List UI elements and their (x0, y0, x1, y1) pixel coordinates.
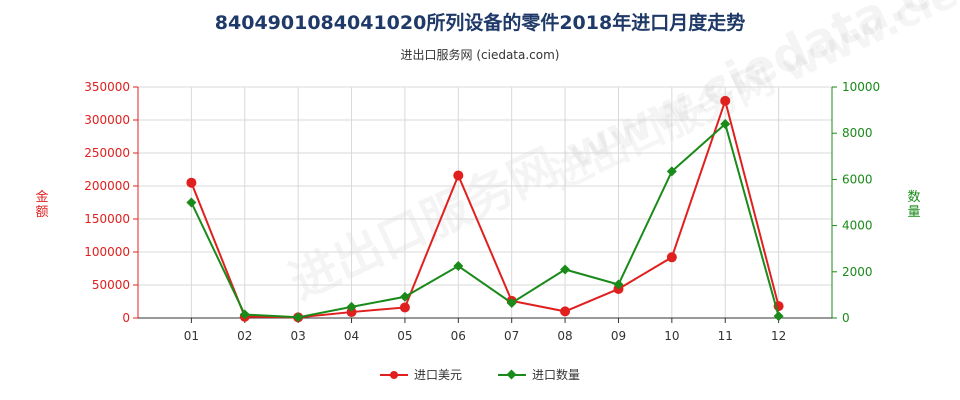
legend-label-quantity: 进口数量 (532, 368, 581, 382)
x-tick-label: 12 (771, 329, 786, 343)
data-point-quantity (506, 297, 517, 308)
legend-label-amount: 进口美元 (413, 368, 462, 382)
data-point-quantity (399, 291, 410, 302)
data-point-amount (560, 306, 571, 317)
y-right-tick-label: 10000 (842, 80, 880, 94)
series-line-quantity (190, 122, 780, 319)
data-point-quantity (613, 279, 624, 290)
x-tick-label: 08 (557, 329, 572, 343)
x-tick-label: 10 (664, 329, 679, 343)
x-tick-label: 03 (291, 329, 306, 343)
data-point-amount (399, 302, 410, 313)
data-point-quantity (666, 166, 677, 177)
y-left-tick-label: 100000 (84, 245, 130, 259)
y-right-tick-label: 4000 (842, 219, 873, 233)
data-point-amount (346, 307, 357, 318)
x-tick-label: 06 (451, 329, 466, 343)
data-point-quantity (186, 197, 197, 208)
y-axis-right-label: 数量 (907, 190, 921, 220)
watermark-secondary: 进出口服务网 www.ciedata.com (545, 0, 960, 199)
y-left-tick-label: 50000 (92, 278, 130, 292)
axis-layer: 0500001000001500002000002500003000003500… (84, 80, 880, 343)
y-right-tick-label: 0 (842, 311, 850, 325)
chart-title: 8404901084041020所列设备的零件2018年进口月度走势 (214, 12, 746, 34)
y-left-tick-label: 0 (122, 311, 130, 325)
legend: 进口美元 进口数量 (0, 366, 960, 383)
x-tick-label: 04 (344, 329, 359, 343)
chart-subtitle: 进出口服务网 (ciedata.com) (400, 48, 560, 62)
data-point-quantity (293, 312, 304, 323)
data-point-quantity (239, 309, 250, 320)
y-right-tick-label: 8000 (842, 126, 873, 140)
data-point-quantity (773, 311, 784, 322)
y-left-tick-label: 250000 (84, 146, 130, 160)
x-tick-label: 11 (718, 329, 733, 343)
y-right-tick-label: 6000 (842, 172, 873, 186)
x-tick-label: 07 (504, 329, 519, 343)
legend-swatch-quantity (498, 369, 526, 379)
x-tick-label: 01 (184, 329, 199, 343)
legend-swatch-amount (379, 370, 408, 379)
y-left-tick-label: 300000 (84, 113, 130, 127)
legend-item-quantity[interactable]: 进口数量 (498, 366, 580, 383)
data-point-quantity (453, 261, 464, 272)
x-tick-label: 02 (237, 329, 252, 343)
x-tick-label: 05 (397, 329, 412, 343)
y-left-tick-label: 200000 (84, 179, 130, 193)
data-point-quantity (346, 301, 357, 312)
data-point-amount (453, 170, 464, 181)
y-left-tick-label: 350000 (84, 80, 130, 94)
x-tick-label: 09 (611, 329, 626, 343)
y-left-tick-label: 150000 (84, 212, 130, 226)
y-axis-left-label: 金额 (35, 190, 49, 220)
series-layer (186, 95, 784, 323)
y-right-tick-label: 2000 (842, 265, 873, 279)
data-point-quantity (720, 118, 731, 129)
legend-item-amount[interactable]: 进口美元 (379, 366, 462, 383)
data-point-amount (666, 252, 677, 263)
data-point-amount (186, 177, 197, 188)
data-point-amount (720, 95, 731, 106)
data-point-quantity (560, 264, 571, 275)
